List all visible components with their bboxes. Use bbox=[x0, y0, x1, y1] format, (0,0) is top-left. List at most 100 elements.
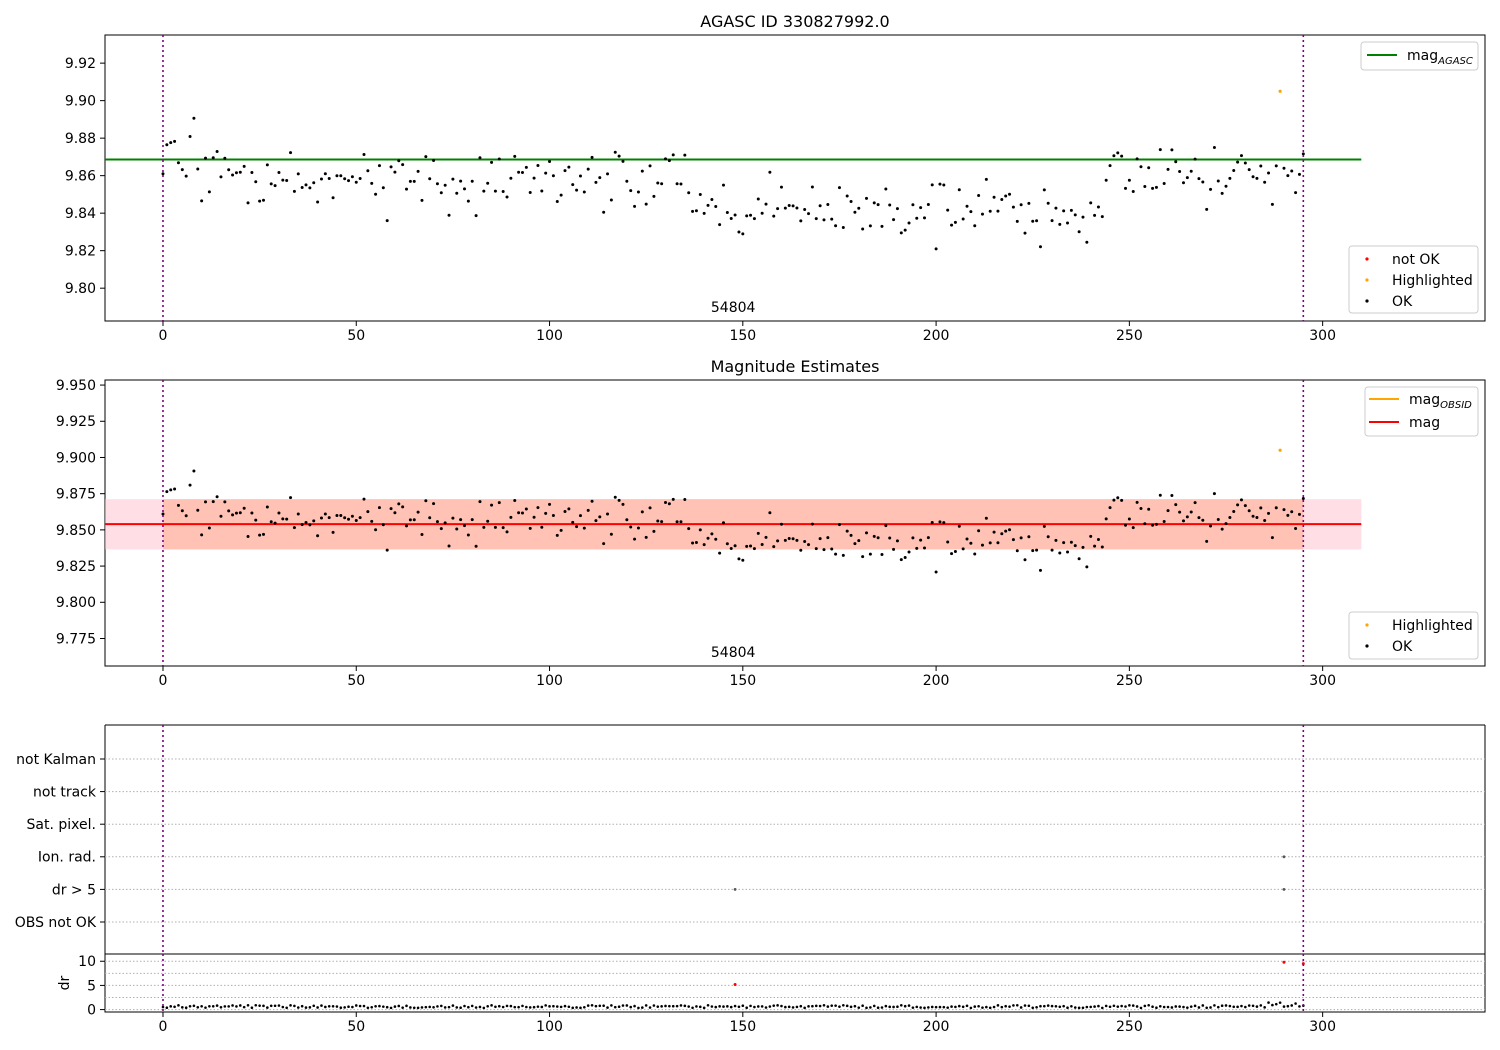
dr-point bbox=[1089, 1005, 1093, 1009]
ok-point bbox=[810, 522, 814, 526]
dr-point bbox=[1073, 1006, 1077, 1009]
dr-point bbox=[1259, 1004, 1263, 1007]
ok-point bbox=[1197, 177, 1201, 181]
ok-point bbox=[857, 206, 861, 210]
dr-point bbox=[799, 1004, 803, 1008]
ok-point bbox=[420, 198, 424, 202]
y-tick-label: OBS not OK bbox=[15, 915, 97, 931]
panel-flags: not Kalman not track Sat. pixel. Ion. rad. d… bbox=[15, 724, 1486, 954]
ok-point bbox=[783, 538, 787, 542]
dr-point bbox=[528, 1006, 532, 1009]
ok-point bbox=[254, 180, 258, 184]
ok-point bbox=[606, 172, 610, 176]
ok-point bbox=[571, 520, 575, 524]
ok-point bbox=[946, 540, 950, 544]
dr-point bbox=[629, 1005, 633, 1009]
ok-point bbox=[710, 198, 714, 202]
ok-point bbox=[1297, 172, 1301, 176]
ok-point bbox=[513, 154, 517, 158]
ok-point bbox=[814, 217, 818, 221]
ok-point bbox=[1274, 506, 1278, 510]
ok-point bbox=[532, 176, 536, 180]
x-tick-label: 50 bbox=[347, 673, 365, 689]
dr-point bbox=[1066, 1006, 1069, 1010]
y-tick-label: 0 bbox=[87, 1002, 96, 1018]
dr-point bbox=[370, 1005, 374, 1009]
ok-point bbox=[1297, 512, 1301, 516]
ok-point bbox=[478, 156, 482, 160]
dr-point bbox=[1116, 1005, 1120, 1008]
ok-point bbox=[227, 168, 231, 172]
dr-point bbox=[772, 1004, 776, 1007]
dr-point bbox=[1097, 1004, 1100, 1008]
dr-point bbox=[583, 1005, 586, 1009]
ok-point bbox=[1270, 536, 1274, 540]
dr-point bbox=[177, 1004, 180, 1007]
y-tick-label: 9.84 bbox=[65, 206, 96, 222]
ok-point bbox=[1239, 154, 1243, 158]
dr-point bbox=[211, 1004, 215, 1008]
ok-point bbox=[555, 199, 559, 203]
ok-point bbox=[791, 537, 795, 541]
ok-point bbox=[911, 536, 915, 540]
y-tick-label: 9.775 bbox=[56, 631, 96, 647]
x-tick-label: 250 bbox=[1116, 328, 1143, 344]
legend-marker bbox=[1365, 299, 1369, 303]
ok-point bbox=[656, 181, 660, 185]
ok-point bbox=[725, 210, 729, 214]
dr-point bbox=[559, 1005, 563, 1009]
dr-point bbox=[900, 1003, 903, 1007]
ok-point bbox=[756, 197, 760, 201]
ok-point bbox=[1038, 245, 1042, 249]
ok-point bbox=[520, 511, 524, 515]
ok-point bbox=[795, 538, 799, 542]
dr-point bbox=[814, 1004, 818, 1008]
ok-point bbox=[988, 209, 992, 213]
dr-point bbox=[969, 1006, 973, 1010]
ok-point bbox=[559, 528, 563, 532]
dr-point bbox=[919, 1006, 922, 1009]
dr-point bbox=[687, 1005, 690, 1008]
dr-point bbox=[1085, 1005, 1089, 1009]
ok-point bbox=[1038, 568, 1042, 572]
ok-point bbox=[1274, 164, 1278, 168]
ok-point bbox=[625, 179, 629, 183]
ok-point bbox=[548, 502, 552, 506]
ok-point bbox=[783, 206, 787, 210]
dr-point bbox=[1286, 1004, 1290, 1008]
dr-point bbox=[308, 1006, 312, 1009]
ok-point bbox=[215, 149, 219, 153]
ok-point bbox=[698, 192, 702, 196]
ok-point bbox=[861, 555, 865, 559]
ok-point bbox=[749, 213, 753, 217]
dr-point bbox=[865, 1006, 868, 1010]
ok-point bbox=[973, 224, 977, 228]
ok-point bbox=[1286, 174, 1290, 178]
dr-point bbox=[714, 1005, 718, 1009]
dr-point bbox=[378, 1004, 381, 1008]
ok-point bbox=[497, 501, 501, 505]
ok-point bbox=[1027, 201, 1031, 205]
ok-point bbox=[1224, 522, 1228, 526]
ok-point bbox=[316, 200, 320, 204]
ok-point bbox=[865, 196, 869, 200]
dr-point bbox=[285, 1006, 288, 1010]
dr-point bbox=[474, 1006, 478, 1009]
dr-point bbox=[679, 1004, 683, 1007]
ok-point bbox=[1205, 207, 1209, 211]
ok-point bbox=[950, 223, 954, 227]
ok-point bbox=[509, 176, 513, 180]
dr-point bbox=[718, 1005, 721, 1008]
ok-point bbox=[915, 216, 919, 220]
ok-point bbox=[1100, 215, 1104, 219]
ok-point bbox=[872, 201, 876, 205]
ok-point bbox=[517, 170, 521, 174]
dr-point bbox=[1081, 1006, 1085, 1010]
ok-point bbox=[292, 189, 296, 193]
plot-area: 0 50 100 150 200 250 300 9.80 9.82 9.84 9.86 9.88 9.… bbox=[65, 34, 1486, 344]
ok-point bbox=[350, 175, 354, 179]
ok-point bbox=[505, 195, 509, 199]
ok-point bbox=[764, 535, 768, 539]
